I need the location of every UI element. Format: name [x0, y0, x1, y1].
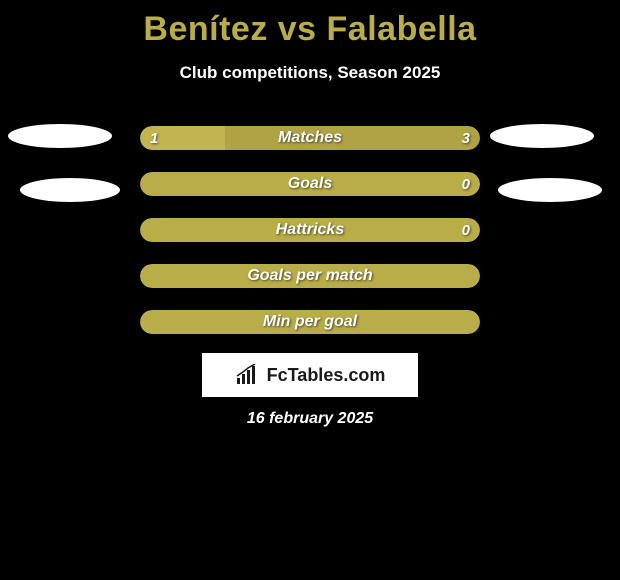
- stat-bar: Goals per match: [140, 264, 480, 288]
- date-label: 16 february 2025: [0, 410, 620, 428]
- bar-value-right: 0: [462, 218, 470, 242]
- bar-label: Matches: [140, 126, 480, 150]
- logo-text: FcTables.com: [267, 365, 386, 386]
- bar-value-right: 0: [462, 172, 470, 196]
- bar-value-right: 3: [462, 126, 470, 150]
- decorative-ellipse: [498, 178, 602, 202]
- comparison-chart: Matches13Goals0Hattricks0Goals per match…: [140, 126, 480, 356]
- stat-bar: Hattricks0: [140, 218, 480, 242]
- decorative-ellipse: [490, 124, 594, 148]
- page-title: Benítez vs Falabella: [0, 0, 620, 49]
- fctables-logo: FcTables.com: [202, 353, 418, 397]
- bar-label: Goals per match: [140, 264, 480, 288]
- stat-bar: Min per goal: [140, 310, 480, 334]
- stat-bar: Goals0: [140, 172, 480, 196]
- bar-label: Goals: [140, 172, 480, 196]
- decorative-ellipse: [20, 178, 120, 202]
- page-subtitle: Club competitions, Season 2025: [0, 63, 620, 83]
- chart-icon: [235, 364, 261, 386]
- stat-bar: Matches1 3: [140, 126, 480, 150]
- bar-value-left: 1: [150, 126, 158, 150]
- bar-label: Hattricks: [140, 218, 480, 242]
- bar-label: Min per goal: [140, 310, 480, 334]
- decorative-ellipse: [8, 124, 112, 148]
